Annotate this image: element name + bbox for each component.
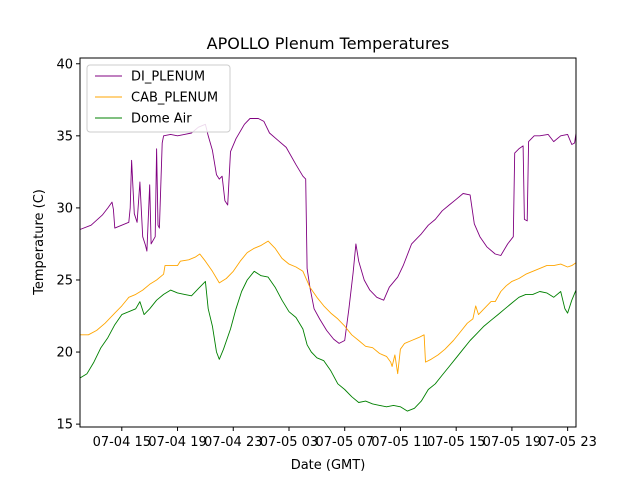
x-tick-label: 07-04 23: [204, 435, 262, 450]
series-layer: [79, 118, 577, 412]
legend-box: [86, 64, 231, 133]
y-tick-label: 20: [56, 346, 73, 361]
y-tick-label: 35: [56, 129, 73, 144]
series-line-dome-air: [79, 270, 577, 412]
series-line-di-plenum: [79, 118, 577, 344]
x-tick-label: 07-05 11: [371, 435, 429, 450]
x-tick-label: 07-04 15: [93, 435, 151, 450]
y-tick-label: 30: [56, 201, 73, 216]
x-axis-label: Date (GMT): [291, 458, 366, 473]
legend-label-cab-plenum: CAB_PLENUM: [131, 91, 218, 106]
x-tick-label: 07-05 07: [315, 435, 373, 450]
series-line-cab-plenum: [80, 240, 577, 375]
y-tick-label: 25: [56, 273, 73, 288]
chart-title: APOLLO Plenum Temperatures: [207, 34, 450, 53]
x-tick-label: 07-04 19: [148, 435, 206, 450]
x-tick-label: 07-05 15: [427, 435, 485, 450]
x-tick-label: 07-05 23: [538, 435, 596, 450]
x-tick-label: 07-05 19: [483, 435, 541, 450]
y-axis-label: Temperature (C): [32, 189, 47, 296]
y-tick-label: 40: [56, 57, 73, 72]
y-tick-label: 15: [56, 418, 73, 433]
legend-label-di-plenum: DI_PLENUM: [131, 70, 205, 85]
y-axis-ticks: 15 20 25 30 35 40: [56, 57, 80, 433]
x-tick-label: 07-05 03: [260, 435, 318, 450]
legend: DI_PLENUM CAB_PLENUM Dome Air: [86, 64, 231, 133]
legend-label-dome-air: Dome Air: [131, 112, 192, 127]
plot-frame: [79, 57, 577, 428]
